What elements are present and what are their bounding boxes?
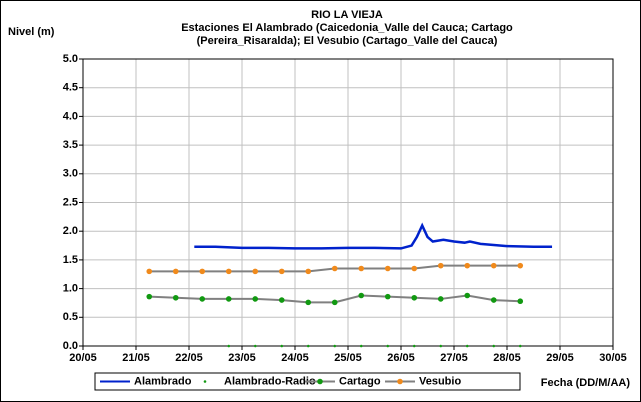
point (358, 265, 365, 272)
legend-label: Vesubio (419, 375, 461, 387)
point (490, 262, 497, 269)
x-tick-label: 30/05 (599, 352, 627, 364)
x-tick-label: 27/05 (440, 352, 468, 364)
point (280, 344, 284, 348)
x-tick-label: 23/05 (228, 352, 256, 364)
point (172, 268, 179, 275)
y-axis-label: Nivel (m) (8, 26, 55, 38)
point (490, 297, 497, 303)
y-tick-label: 4.5 (63, 82, 78, 94)
point (333, 344, 337, 348)
legend-label: Cartago (339, 375, 381, 387)
legend-label: Alambrado (134, 375, 192, 387)
point (252, 268, 259, 275)
legend-marker (317, 378, 323, 385)
x-tick-label: 28/05 (493, 352, 521, 364)
y-tick-label: 2.0 (63, 225, 78, 237)
point (384, 293, 391, 300)
chart-subtitle: Estaciones El Alambrado (Caicedonia_Vall… (181, 22, 513, 34)
point (227, 344, 231, 348)
legend-marker (397, 378, 403, 385)
point (199, 296, 206, 302)
point (278, 297, 285, 303)
point (439, 344, 443, 348)
point (331, 299, 338, 306)
point (492, 344, 496, 348)
point (278, 268, 285, 275)
series-line (194, 222, 553, 250)
point (358, 292, 365, 299)
point (437, 296, 444, 302)
point (253, 344, 257, 348)
y-tick-label: 3.5 (63, 139, 78, 151)
point (225, 296, 232, 302)
point (518, 344, 522, 348)
point (146, 293, 153, 300)
point (172, 294, 179, 301)
point (386, 344, 390, 348)
y-tick-label: 2.5 (63, 196, 78, 208)
y-tick-label: 3.0 (63, 168, 78, 180)
point (305, 268, 312, 275)
point (411, 265, 418, 272)
chart-subtitle: (Pereira_Risaralda); El Vesubio (Cartago… (197, 35, 498, 47)
point (412, 344, 416, 348)
point (464, 262, 471, 269)
point (146, 268, 153, 275)
x-tick-label: 22/05 (175, 352, 203, 364)
x-tick-label: 21/05 (122, 352, 150, 364)
x-tick-label: 25/05 (334, 352, 362, 364)
y-tick-label: 0.0 (63, 340, 78, 352)
x-tick-label: 24/05 (281, 352, 309, 364)
point (411, 294, 418, 301)
point (465, 344, 469, 348)
y-tick-label: 1.5 (63, 254, 78, 266)
point (464, 292, 471, 299)
y-tick-label: 1.0 (63, 283, 78, 295)
point (225, 268, 232, 275)
point (517, 298, 524, 305)
y-tick-label: 4.0 (63, 110, 78, 122)
y-tick-label: 5.0 (63, 53, 78, 65)
point (437, 262, 444, 269)
legend-label: Alambrado-Radio (224, 375, 316, 387)
legend-marker (203, 380, 207, 383)
point (331, 265, 338, 272)
point (517, 262, 524, 269)
point (306, 344, 310, 348)
point (305, 299, 312, 306)
point (199, 268, 206, 275)
x-tick-label: 29/05 (546, 352, 574, 364)
x-tick-label: 20/05 (69, 352, 97, 364)
y-tick-label: 0.5 (63, 311, 78, 323)
x-tick-label: 26/05 (387, 352, 415, 364)
x-axis-label: Fecha (DD/M/AA) (541, 377, 631, 389)
point (252, 296, 259, 302)
point (384, 265, 391, 272)
plot-area (82, 58, 614, 347)
chart-title: RIO LA VIEJA (311, 9, 383, 21)
point (359, 344, 363, 348)
